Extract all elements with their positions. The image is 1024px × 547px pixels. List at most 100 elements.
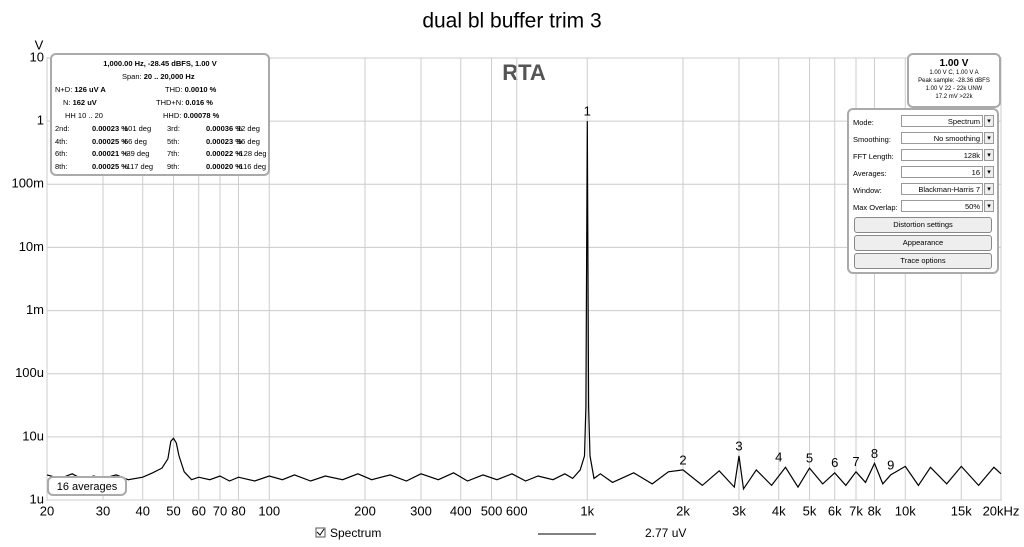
value: -116 deg xyxy=(237,161,267,171)
value: -128 deg xyxy=(237,149,267,158)
value: 126 uV A xyxy=(74,85,106,94)
x-tick-label: 1k xyxy=(580,503,594,518)
dropdown-arrow[interactable]: ▾ xyxy=(984,115,994,127)
control-label: FFT Length: xyxy=(853,152,894,161)
harmonic-marker: 6 xyxy=(831,455,838,470)
controls-panel: Mode: Spectrum ▾ Smoothing: No smoothing ▾ FFT… xyxy=(847,108,999,274)
level: 1.00 V xyxy=(939,58,969,69)
label: HHD: xyxy=(163,111,182,120)
label: 9th: xyxy=(167,161,180,171)
label: 2nd: xyxy=(55,124,70,133)
value: 56 deg xyxy=(237,136,260,146)
label: 3rd: xyxy=(167,124,180,133)
dropdown-arrow[interactable]: ▾ xyxy=(984,149,994,161)
label: 4th: xyxy=(55,136,68,146)
dropdown-arrow[interactable]: ▾ xyxy=(984,132,994,144)
control-label: Averages: xyxy=(853,169,887,178)
dropdown[interactable]: 16 xyxy=(901,166,983,178)
y-tick-label: 10m xyxy=(19,239,44,254)
control-label: Max Overlap: xyxy=(853,203,898,212)
x-tick-label: 15k xyxy=(951,503,972,518)
harmonic-marker: 8 xyxy=(871,446,878,461)
button[interactable]: Trace options xyxy=(854,253,992,269)
averages-badge: 16 averages xyxy=(57,481,118,493)
control-row: Averages: 16 ▾ xyxy=(853,166,994,180)
control-row: Smoothing: No smoothing ▾ xyxy=(853,132,994,146)
dropdown[interactable]: Spectrum xyxy=(901,115,983,127)
x-tick-label: 80 xyxy=(231,503,245,518)
level-line: Peak sample: -28.36 dBFS xyxy=(918,78,990,84)
value: 0.00023 % xyxy=(206,136,242,146)
dropdown-arrow[interactable]: ▾ xyxy=(984,166,994,178)
label: THD: xyxy=(165,85,183,94)
harmonic-marker: 4 xyxy=(775,450,782,465)
harmonic-marker: 3 xyxy=(735,438,742,453)
control-row: Window: Blackman-Harris 7 ▾ xyxy=(853,183,994,197)
spectrum-line xyxy=(46,121,1002,491)
x-tick-label: 5k xyxy=(803,503,817,518)
value: 0.00023 % xyxy=(92,124,128,133)
dropdown[interactable]: 128k xyxy=(901,149,983,161)
control-row: Mode: Spectrum ▾ xyxy=(853,115,994,129)
x-tick-label: 60 xyxy=(191,503,205,518)
x-tick-label: 100 xyxy=(258,503,280,518)
level-line: 17.2 mV >22k xyxy=(935,94,973,100)
dropdown-arrow[interactable]: ▾ xyxy=(984,183,994,195)
legend-checkbox[interactable] xyxy=(315,527,326,538)
dropdown[interactable]: No smoothing xyxy=(901,132,983,144)
y-tick-label: 1 xyxy=(37,113,44,128)
x-tick-label: 7k xyxy=(849,503,863,518)
badge-box xyxy=(47,476,127,496)
label: 8th: xyxy=(55,161,68,171)
value: 0.00021 % xyxy=(92,149,128,158)
chart-title: dual bl buffer trim 3 xyxy=(422,10,601,33)
level-line: 1.00 V 22 - 22k UNW xyxy=(925,86,983,92)
level-panel: 1.00 V 1.00 V C, 1.00 V A Peak sample: -… xyxy=(907,53,1001,108)
value: -117 deg xyxy=(124,161,154,171)
info-header: 1,000.00 Hz, -28.45 dBFS, 1.00 V xyxy=(103,59,217,68)
level-line: 1.00 V C, 1.00 V A xyxy=(929,70,979,76)
dropdown-arrow[interactable]: ▾ xyxy=(984,200,994,212)
y-tick-label: 10u xyxy=(22,428,44,443)
x-tick-label: 600 xyxy=(506,503,528,518)
x-tick-label: 8k xyxy=(868,503,882,518)
control-row: Max Overlap: 50% ▾ xyxy=(853,200,994,214)
x-tick-label: 20 xyxy=(40,503,54,518)
value: 0.016 % xyxy=(185,98,213,107)
label: N: xyxy=(63,98,71,107)
value: 0.00025 % xyxy=(92,161,128,171)
y-tick-label: 100m xyxy=(11,176,44,191)
label: 7th: xyxy=(167,149,180,158)
info-panel: 1,000.00 Hz, -28.45 dBFS, 1.00 V Span: 2… xyxy=(50,53,270,176)
watermark: RTA xyxy=(502,60,546,85)
x-tick-label: 50 xyxy=(166,503,180,518)
x-tick-label: 70 xyxy=(213,503,227,518)
value: 0.00036 % xyxy=(206,124,242,133)
button[interactable]: Distortion settings xyxy=(854,217,992,233)
label: HH 10 .. 20 xyxy=(65,111,103,120)
value: 0.00022 % xyxy=(206,149,242,158)
dropdown[interactable]: 50% xyxy=(901,200,983,212)
y-tick-label: 1m xyxy=(26,302,44,317)
harmonic-marker: 5 xyxy=(806,451,813,466)
span: Span: 20 .. 20,000 Hz xyxy=(122,72,195,81)
harmonic-marker: 9 xyxy=(887,457,894,472)
x-tick-label: 200 xyxy=(354,503,376,518)
value: 66 deg xyxy=(124,136,147,146)
x-tick-label: 6k xyxy=(828,503,842,518)
span-value: 20 .. 20,000 Hz xyxy=(143,72,195,81)
x-tick-label: 20kHz xyxy=(983,503,1020,518)
x-tick-label: 3k xyxy=(732,503,746,518)
dropdown[interactable]: Blackman-Harris 7 xyxy=(901,183,983,195)
check-mark xyxy=(316,528,325,536)
value: 0.0010 % xyxy=(184,85,217,94)
harmonic-marker: 7 xyxy=(852,454,859,469)
harmonic-marker: 1 xyxy=(584,104,591,119)
button[interactable]: Appearance xyxy=(854,235,992,251)
control-label: Mode: xyxy=(853,118,874,127)
label: THD+N: xyxy=(156,98,184,107)
control-label: Window: xyxy=(853,186,882,195)
legend-value: 2.77 uV xyxy=(645,526,686,540)
